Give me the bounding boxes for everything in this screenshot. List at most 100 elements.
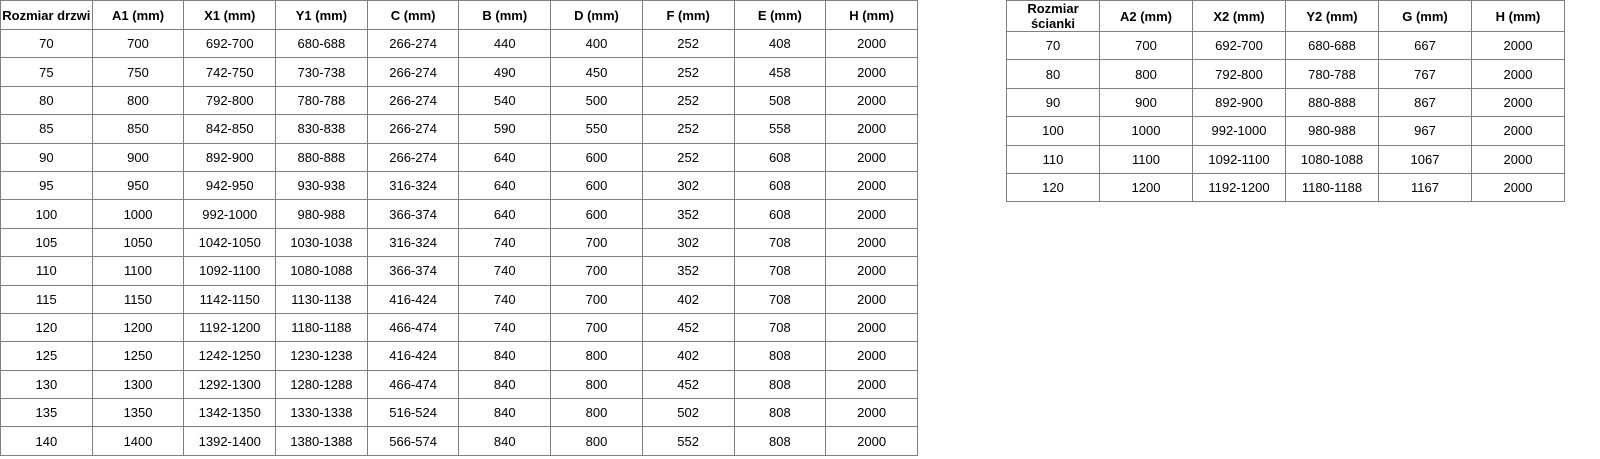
table-cell: 800 [550, 369, 643, 400]
table-cell: 135 [0, 398, 93, 428]
table-cell: 408 [733, 28, 827, 59]
table-cell: 115 [0, 284, 93, 314]
table-cell: 2000 [825, 28, 918, 59]
table-cell: 640 [458, 199, 552, 229]
table-cell: 450 [550, 57, 643, 87]
table-cell: 1130-1138 [275, 284, 368, 314]
table-cell: 867 [1378, 87, 1472, 118]
table-cell: 90 [0, 142, 93, 172]
table-cell: 1242-1250 [183, 341, 277, 371]
table-cell: 2000 [825, 85, 918, 116]
table-row: 125 1250 1242-1250 1230-1238 416-424 840 800 40… [0, 341, 918, 371]
table-cell: 458 [733, 57, 827, 87]
table-cell: 700 [1099, 30, 1193, 61]
table-cell: 400 [550, 28, 643, 59]
table-cell: 2000 [825, 57, 918, 87]
table-cell: 266-274 [366, 114, 460, 144]
table-cell: 120 [0, 312, 93, 343]
table-cell: 692-700 [183, 28, 277, 59]
column-header: Rozmiar ścianki [1006, 0, 1100, 32]
table-cell: 800 [91, 85, 185, 116]
table-cell: 992-1000 [183, 199, 277, 229]
column-header: H (mm) [825, 0, 918, 30]
table-cell: 2000 [825, 398, 918, 428]
table-cell: 352 [641, 199, 735, 229]
table-cell: 1067 [1378, 144, 1472, 174]
table-cell: 640 [458, 142, 552, 172]
table-cell: 808 [733, 369, 827, 400]
table-cell: 2000 [825, 199, 918, 229]
column-header: X2 (mm) [1192, 0, 1286, 32]
table-cell: 880-888 [1285, 87, 1379, 118]
table-cell: 608 [733, 142, 827, 172]
table-cell: 100 [1006, 116, 1100, 146]
table-cell: 1250 [91, 341, 185, 371]
table-cell: 266-274 [366, 142, 460, 172]
table-row: 70 700 692-700 680-688 266-274 440 400 252 408 20… [0, 28, 918, 59]
table-cell: 892-900 [183, 142, 277, 172]
table-cell: 700 [550, 256, 643, 286]
header-row: Rozmiar drzwi A1 (mm) X1 (mm) Y1 (mm) C (mm)… [0, 0, 918, 30]
table-cell: 502 [641, 398, 735, 428]
table-cell: 252 [641, 114, 735, 144]
table-cell: 1042-1050 [183, 227, 277, 258]
table-cell: 1100 [1099, 144, 1193, 174]
table-cell: 110 [0, 256, 93, 286]
table-cell: 452 [641, 369, 735, 400]
table-cell: 2000 [825, 312, 918, 343]
table-cell: 552 [641, 426, 735, 456]
table-row: 110 1100 1092-1100 1080-1088 366-374 740 700 35… [0, 256, 918, 286]
table-cell: 1380-1388 [275, 426, 368, 456]
table-row: 90 900 892-900 880-888 266-274 640 600 252 608 20… [0, 142, 918, 172]
table-cell: 2000 [825, 426, 918, 456]
table-cell: 266-274 [366, 28, 460, 59]
table-cell: 508 [733, 85, 827, 116]
table-row: 115 1150 1142-1150 1130-1138 416-424 740 700 40… [0, 284, 918, 314]
table-cell: 85 [0, 114, 93, 144]
table-cell: 740 [458, 227, 552, 258]
table-cell: 2000 [1471, 116, 1565, 146]
table-cell: 780-788 [275, 85, 368, 116]
table-cell: 266-274 [366, 57, 460, 87]
table-cell: 840 [458, 341, 552, 371]
table-cell: 608 [733, 199, 827, 229]
table-cell: 100 [0, 199, 93, 229]
table-row: 75 750 742-750 730-738 266-274 490 450 252 458 20… [0, 57, 918, 87]
table-cell: 452 [641, 312, 735, 343]
table-cell: 252 [641, 85, 735, 116]
table-cell: 252 [641, 28, 735, 59]
table-cell: 708 [733, 312, 827, 343]
table-cell: 950 [91, 170, 185, 201]
table-cell: 516-524 [366, 398, 460, 428]
table-cell: 992-1000 [1192, 116, 1286, 146]
table-cell: 750 [91, 57, 185, 87]
table-cell: 2000 [1471, 172, 1565, 203]
table-cell: 440 [458, 28, 552, 59]
table-cell: 1192-1200 [1192, 172, 1286, 203]
table-cell: 2000 [825, 114, 918, 144]
column-header: F (mm) [641, 0, 735, 30]
table-cell: 967 [1378, 116, 1472, 146]
table-cell: 366-374 [366, 199, 460, 229]
table-cell: 105 [0, 227, 93, 258]
table-cell: 1000 [1099, 116, 1193, 146]
table-cell: 1180-1188 [1285, 172, 1379, 203]
table-cell: 980-988 [275, 199, 368, 229]
table-cell: 1030-1038 [275, 227, 368, 258]
table-cell: 550 [550, 114, 643, 144]
table-cell: 2000 [825, 256, 918, 286]
table-cell: 75 [0, 57, 93, 87]
table-cell: 1092-1100 [183, 256, 277, 286]
table-row: 130 1300 1292-1300 1280-1288 466-474 840 800 45… [0, 369, 918, 400]
table-cell: 700 [91, 28, 185, 59]
table-row: 120 1200 1192-1200 1180-1188 466-474 740 700 45… [0, 312, 918, 343]
table-cell: 1167 [1378, 172, 1472, 203]
table-cell: 302 [641, 227, 735, 258]
table-cell: 742-750 [183, 57, 277, 87]
table-cell: 700 [550, 284, 643, 314]
table-cell: 1350 [91, 398, 185, 428]
wall-dimensions-table: Rozmiar ścianki A2 (mm) X2 (mm) Y2 (mm) G (m… [1006, 0, 1565, 203]
table-cell: 110 [1006, 144, 1100, 174]
table-cell: 708 [733, 256, 827, 286]
table-cell: 95 [0, 170, 93, 201]
